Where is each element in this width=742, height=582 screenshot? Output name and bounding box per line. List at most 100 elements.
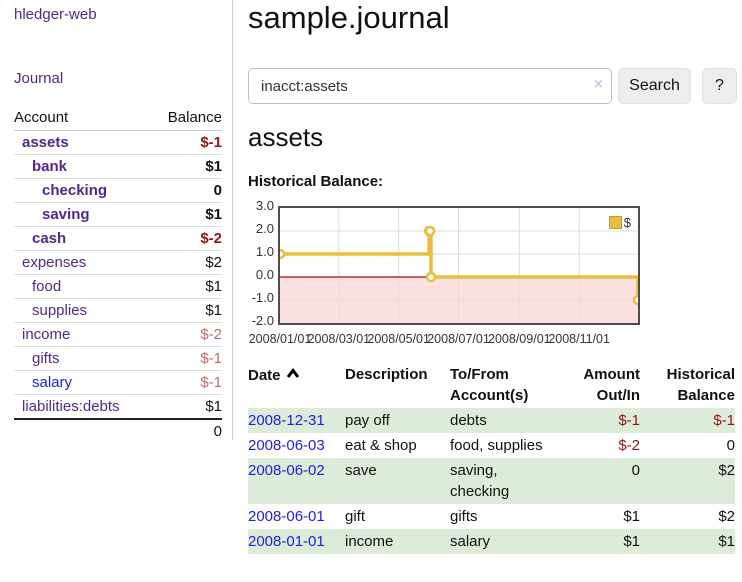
sidebar-account-link[interactable]: bank [32, 158, 68, 175]
sidebar-account-link[interactable]: liabilities:debts [22, 398, 120, 415]
account-balance: $-1 [151, 130, 222, 155]
y-axis-tick-label: 1.0 [255, 244, 274, 259]
transaction-amount: $1 [623, 533, 640, 550]
account-balance: $-1 [151, 346, 222, 371]
sidebar-accounts-body: assets $-1 bank $1 checking 0 saving $1 cash $-2 e… [14, 130, 222, 420]
y-axis-tick-label: 2.0 [255, 221, 274, 236]
register-header-row: Date Description To/From Account(s) Amou… [248, 362, 735, 408]
account-row: supplies $1 [14, 298, 222, 323]
account-row: expenses $2 [14, 250, 222, 275]
search-row: × Search ? [248, 68, 737, 104]
sidebar-account-link[interactable]: saving [42, 206, 90, 223]
sidebar-account-link[interactable]: expenses [22, 254, 87, 271]
account-row: checking 0 [14, 178, 222, 203]
transaction-row: 2008-06-02 save saving, checking 0 $2 [248, 458, 735, 504]
x-axis-tick-label: 2008/09/01 [488, 332, 551, 346]
x-axis-tick-label: 2008/03/01 [307, 332, 371, 346]
transaction-amount: $-2 [618, 437, 640, 454]
y-axis-tick-label: -1.0 [251, 290, 274, 305]
transaction-description: save [345, 462, 377, 479]
account-balance: $1 [151, 202, 222, 227]
accounts-column-header: To/From Account(s) [450, 366, 529, 404]
transaction-date-link[interactable]: 2008-06-03 [248, 437, 325, 454]
transaction-date-link[interactable]: 2008-06-02 [248, 462, 325, 479]
chart-data-point [632, 294, 638, 306]
transaction-amount: $-1 [618, 412, 640, 429]
sidebar-account-link[interactable]: gifts [32, 350, 60, 367]
transaction-row: 2008-06-01 gift gifts $1 $2 [248, 504, 735, 529]
account-balance: $1 [151, 274, 222, 299]
clear-search-icon[interactable]: × [593, 76, 603, 93]
accounts-table: Account Balance assets $-1 bank $1 checking 0… [14, 106, 222, 443]
account-row: income $-2 [14, 322, 222, 347]
legend-swatch-icon [608, 216, 622, 229]
description-column-header: Description [345, 366, 428, 383]
sidebar-account-link[interactable]: income [22, 326, 71, 343]
help-button[interactable]: ? [702, 68, 737, 104]
total-spacer [14, 418, 152, 443]
chart-title: Historical Balance: [248, 173, 384, 190]
chart-data-point [280, 248, 286, 260]
transaction-description: income [345, 533, 394, 550]
transaction-row: 2008-12-31 pay off debts $-1 $-1 [248, 408, 735, 433]
transaction-accounts: gifts [450, 508, 478, 525]
transaction-date-link[interactable]: 2008-06-01 [248, 508, 325, 525]
sidebar-account-link[interactable]: food [32, 278, 62, 295]
chart-data-point [424, 225, 436, 237]
transaction-balance: $-1 [713, 412, 735, 429]
transaction-amount: $1 [623, 508, 640, 525]
y-axis-tick-label: 0.0 [255, 267, 274, 282]
date-column-header[interactable]: Date [248, 362, 345, 408]
historical-balance-chart: $ 3.0 2.0 1.0 0.0 -1.0 -2.0 2008/01/01 2008/03/… [248, 199, 648, 348]
sidebar-account-link[interactable]: salary [32, 374, 73, 391]
search-button[interactable]: Search [618, 68, 691, 104]
account-row: cash $-2 [14, 226, 222, 251]
y-axis-tick-label: -2.0 [251, 313, 274, 328]
transaction-accounts: debts [450, 412, 487, 429]
chart-canvas [280, 208, 638, 323]
account-row: bank $1 [14, 154, 222, 179]
account-balance: $-2 [151, 226, 222, 251]
main-content: sample.journal × Search ? assets Histori… [248, 0, 742, 582]
account-row: food $1 [14, 274, 222, 299]
balance-column-header: Historical Balance [666, 366, 735, 404]
account-balance: $-1 [151, 370, 222, 395]
x-axis-tick-label: 2008/07/01 [427, 332, 490, 346]
sidebar-account-link[interactable]: cash [32, 230, 67, 247]
account-row: salary $-1 [14, 370, 222, 395]
transaction-date-link[interactable]: 2008-12-31 [248, 412, 325, 429]
transaction-description: eat & shop [345, 437, 417, 454]
x-axis-tick-label: 2008/11/01 [548, 332, 610, 346]
accounts-total-row: 0 [14, 418, 222, 443]
search-box: × [248, 68, 612, 104]
transaction-description: gift [345, 508, 366, 525]
transaction-balance: 0 [726, 437, 735, 454]
account-balance: $-2 [151, 322, 222, 347]
register-table: Date Description To/From Account(s) Amou… [248, 362, 735, 554]
sidebar-item-journal[interactable]: Journal [14, 70, 64, 87]
sidebar-account-link[interactable]: assets [22, 134, 69, 151]
transaction-accounts: food, supplies [450, 437, 543, 454]
transaction-balance: $2 [718, 462, 735, 479]
y-axis-tick-label: 3.0 [255, 198, 274, 213]
transaction-row: 2008-06-03 eat & shop food, supplies $-2 0 [248, 433, 735, 458]
accounts-table-header: Account Balance [14, 106, 222, 131]
sidebar-account-link[interactable]: supplies [32, 302, 88, 319]
transaction-accounts: salary [450, 533, 491, 550]
transaction-accounts: saving, checking [450, 462, 510, 500]
amount-column-header: Amount Out/In [583, 366, 640, 404]
account-row: saving $1 [14, 202, 222, 227]
sidebar-account-link[interactable]: checking [42, 182, 108, 199]
search-input[interactable] [248, 68, 612, 104]
accounts-total-value: 0 [151, 418, 222, 443]
brand-link[interactable]: hledger-web [14, 6, 97, 23]
account-row: liabilities:debts $1 [14, 394, 222, 420]
transaction-row: 2008-01-01 income salary $1 $1 [248, 529, 735, 554]
account-balance: 0 [151, 178, 222, 203]
transaction-balance: $2 [718, 508, 735, 525]
register-body: 2008-12-31 pay off debts $-1 $-1 2008-06-03 ea… [248, 408, 735, 554]
account-balance: $1 [151, 394, 222, 420]
transaction-date-link[interactable]: 2008-01-01 [248, 533, 325, 550]
x-axis-tick-label: 2008/05/01 [367, 332, 430, 346]
transaction-balance: $1 [718, 533, 735, 550]
